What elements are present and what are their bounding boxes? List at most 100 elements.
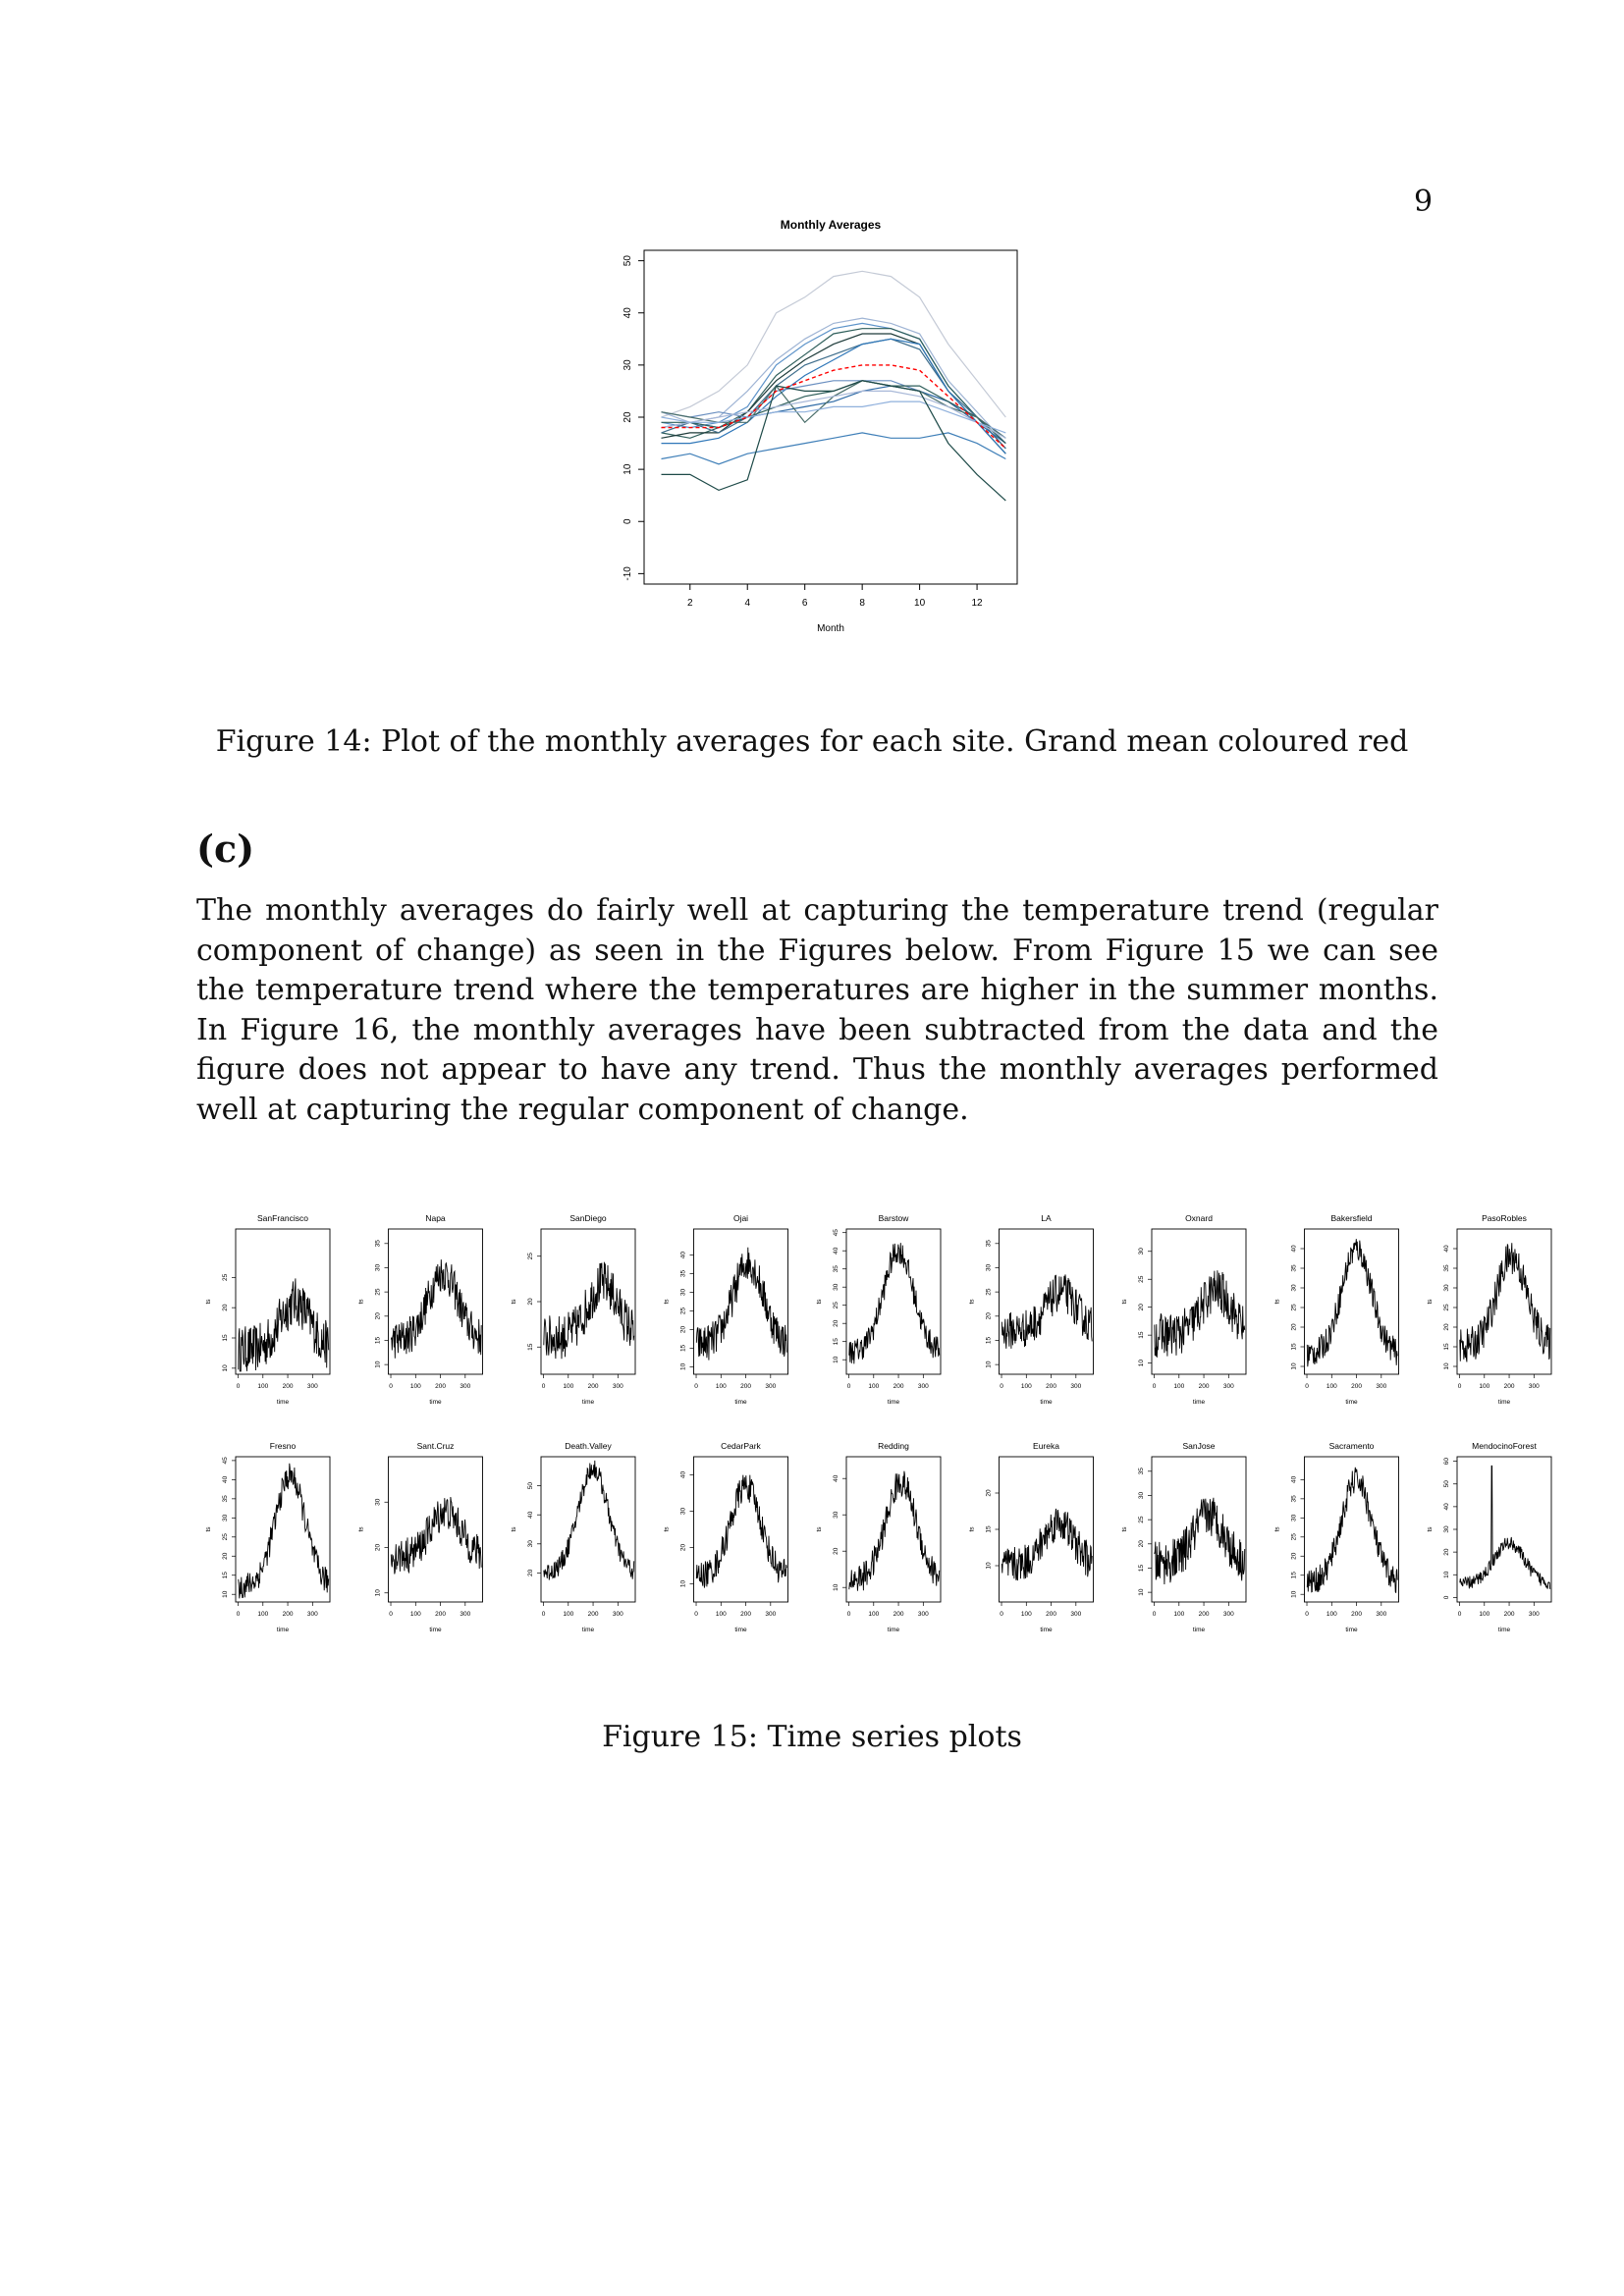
x-tick-label: 100 <box>1021 1383 1032 1390</box>
y-tick-label: 20 <box>375 1312 382 1320</box>
x-axis-label: time <box>1193 1627 1206 1633</box>
x-axis-label: time <box>1498 1627 1511 1633</box>
y-tick-label: 10 <box>1291 1590 1298 1598</box>
x-tick-label: 6 <box>802 598 808 609</box>
x-tick-label: 200 <box>1199 1611 1210 1618</box>
y-tick-label: 0 <box>623 518 633 524</box>
y-tick-label: 25 <box>1291 1533 1298 1541</box>
panel-title: MendocinoForest <box>1472 1441 1537 1451</box>
y-tick-label: 20 <box>1443 1548 1450 1556</box>
y-tick-label: 40 <box>623 307 633 319</box>
x-tick-label: 300 <box>1070 1383 1081 1390</box>
time-series-panel: PasoRobles 0 100 200 300 10 15 20 25 30 35 40 time ts <box>1427 1213 1552 1406</box>
y-tick-label: 25 <box>833 1302 839 1309</box>
y-tick-label: 40 <box>680 1252 687 1259</box>
x-tick-label: 300 <box>1529 1383 1540 1390</box>
x-axis-label: time <box>1345 1399 1358 1406</box>
x-tick-label: 0 <box>1153 1611 1157 1618</box>
y-tick-label: 20 <box>833 1547 839 1555</box>
y-tick-label: 25 <box>222 1533 229 1541</box>
x-tick-label: 300 <box>765 1383 776 1390</box>
y-tick-label: 10 <box>222 1590 229 1598</box>
x-tick-label: 300 <box>1529 1611 1540 1618</box>
y-tick-label: 15 <box>527 1343 534 1351</box>
y-tick-label: 10 <box>623 463 633 475</box>
y-tick-label: 30 <box>1138 1248 1145 1255</box>
x-tick-label: 100 <box>1479 1611 1489 1618</box>
time-series-panel: Fresno 0 100 200 300 10 15 20 25 30 35 40 45 time ts <box>205 1441 331 1633</box>
y-tick-label: 40 <box>1291 1245 1298 1253</box>
x-axis-label: time <box>429 1627 442 1633</box>
panel-frame <box>235 1456 331 1603</box>
x-tick-label: 0 <box>1458 1611 1462 1618</box>
y-tick-label: 30 <box>833 1283 839 1291</box>
time-series-panel: Sant.Cruz 0 100 200 300 10 20 30 time ts <box>358 1441 483 1633</box>
y-tick-label: 15 <box>375 1336 382 1344</box>
y-tick-label: 50 <box>527 1482 534 1490</box>
x-tick-label: 12 <box>972 598 984 609</box>
x-tick-label: 100 <box>868 1611 879 1618</box>
time-series-line <box>695 1474 787 1588</box>
time-series-line <box>1154 1497 1246 1585</box>
y-tick-label: 25 <box>986 1288 993 1296</box>
panel-title: SanJose <box>1182 1441 1215 1451</box>
y-tick-label: 35 <box>375 1240 382 1248</box>
y-tick-label: 25 <box>1443 1304 1450 1311</box>
y-tick-label: 30 <box>833 1511 839 1519</box>
time-series-line <box>543 1460 635 1580</box>
y-tick-label: 15 <box>1138 1331 1145 1339</box>
site-series-line-1 <box>661 270 1006 418</box>
x-axis-label: time <box>734 1627 747 1633</box>
y-tick-label: 35 <box>680 1270 687 1278</box>
time-series-line <box>390 1259 482 1359</box>
x-tick-label: 300 <box>307 1383 318 1390</box>
time-series-line <box>543 1261 635 1360</box>
panel-frame <box>845 1456 942 1603</box>
y-tick-label: 40 <box>527 1511 534 1519</box>
x-tick-label: 0 <box>542 1611 546 1618</box>
y-tick-label: 30 <box>986 1263 993 1271</box>
x-tick-label: 0 <box>542 1383 546 1390</box>
x-axis-label: time <box>1040 1627 1053 1633</box>
x-tick-label: 100 <box>563 1611 573 1618</box>
time-series-line <box>1154 1270 1246 1358</box>
y-axis-label: ts <box>816 1526 823 1532</box>
x-tick-label: 200 <box>1504 1611 1515 1618</box>
y-tick-label: 35 <box>222 1495 229 1503</box>
x-tick-label: 300 <box>918 1383 929 1390</box>
y-tick-label: 15 <box>1291 1572 1298 1579</box>
x-axis-label: Month <box>817 623 844 634</box>
y-tick-label: 35 <box>986 1240 993 1248</box>
x-tick-label: 100 <box>1479 1383 1489 1390</box>
x-tick-label: 300 <box>1376 1383 1386 1390</box>
x-tick-label: 200 <box>1504 1383 1515 1390</box>
y-tick-label: 15 <box>680 1344 687 1352</box>
x-tick-label: 100 <box>716 1611 727 1618</box>
panel-frame <box>1304 1228 1399 1375</box>
body-paragraph: The monthly averages do fairly well at c… <box>196 893 1438 1127</box>
y-tick-label: 20 <box>375 1544 382 1552</box>
time-series-line <box>1306 1239 1398 1367</box>
y-tick-label: 20 <box>222 1552 229 1560</box>
x-axis-label: time <box>888 1399 900 1406</box>
y-tick-label: 30 <box>1138 1491 1145 1499</box>
y-tick-label: 40 <box>1291 1475 1298 1483</box>
y-tick-label: 40 <box>680 1471 687 1479</box>
time-series-panel: Redding 0 100 200 300 10 20 30 40 time ts <box>816 1441 942 1633</box>
y-tick-label: 20 <box>222 1304 229 1311</box>
x-tick-label: 300 <box>1223 1383 1234 1390</box>
x-tick-label: 0 <box>1305 1611 1309 1618</box>
y-tick-label: 40 <box>833 1247 839 1255</box>
y-tick-label: 10 <box>1443 1362 1450 1370</box>
time-series-panel: Bakersfield 0 100 200 300 10 15 20 25 30 35 40 time t… <box>1274 1213 1399 1406</box>
y-tick-label: 10 <box>222 1364 229 1372</box>
x-tick-label: 300 <box>918 1611 929 1618</box>
y-tick-label: 10 <box>375 1361 382 1368</box>
site-series-line-12 <box>661 390 1006 439</box>
y-tick-label: 35 <box>1291 1495 1298 1503</box>
y-tick-label: 25 <box>680 1307 687 1314</box>
x-tick-label: 200 <box>283 1383 294 1390</box>
y-tick-label: 30 <box>680 1289 687 1297</box>
y-tick-label: 30 <box>222 1514 229 1522</box>
x-tick-label: 0 <box>694 1383 698 1390</box>
